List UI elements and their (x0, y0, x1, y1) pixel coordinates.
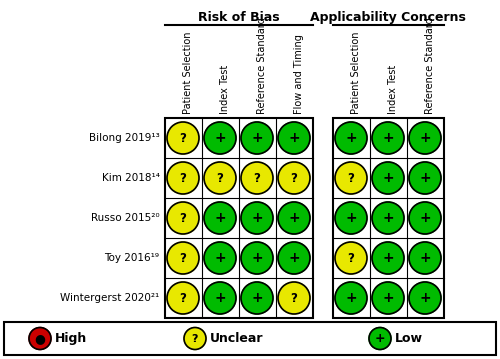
Circle shape (29, 327, 51, 350)
Text: High: High (55, 332, 88, 345)
Text: +: + (382, 131, 394, 145)
Circle shape (335, 282, 367, 314)
Text: +: + (214, 251, 226, 265)
Text: +: + (251, 291, 263, 305)
Text: +: + (214, 291, 226, 305)
Circle shape (409, 162, 441, 194)
Circle shape (335, 242, 367, 274)
Text: Wintergerst 2020²¹: Wintergerst 2020²¹ (60, 293, 160, 303)
Text: +: + (419, 131, 431, 145)
Circle shape (409, 122, 441, 154)
Text: ?: ? (180, 172, 186, 185)
Circle shape (241, 122, 273, 154)
Circle shape (204, 242, 236, 274)
Circle shape (372, 202, 404, 234)
Text: +: + (419, 171, 431, 185)
Text: ?: ? (254, 172, 260, 185)
Text: ?: ? (348, 252, 354, 265)
Text: Low: Low (395, 332, 423, 345)
Text: +: + (251, 131, 263, 145)
Text: Index Test: Index Test (220, 65, 230, 114)
Circle shape (369, 327, 391, 350)
Text: +: + (288, 211, 300, 225)
Circle shape (372, 282, 404, 314)
Circle shape (204, 282, 236, 314)
Text: +: + (288, 131, 300, 145)
Bar (332, 118, 444, 318)
Circle shape (409, 282, 441, 314)
Text: Unclear: Unclear (210, 332, 264, 345)
Text: Reference Standard: Reference Standard (425, 17, 435, 114)
Text: +: + (382, 291, 394, 305)
Text: ●: ● (34, 332, 46, 345)
Text: Applicability Concerns: Applicability Concerns (310, 11, 466, 24)
Circle shape (241, 282, 273, 314)
Text: Flow and Timing: Flow and Timing (294, 34, 304, 114)
Bar (164, 118, 312, 318)
Text: +: + (345, 211, 357, 225)
Text: ?: ? (290, 172, 298, 185)
Circle shape (278, 162, 310, 194)
Circle shape (241, 202, 273, 234)
Text: ?: ? (348, 172, 354, 185)
Circle shape (204, 202, 236, 234)
Text: ?: ? (290, 292, 298, 304)
Text: Toy 2016¹⁹: Toy 2016¹⁹ (104, 253, 160, 263)
Circle shape (335, 122, 367, 154)
Bar (4, 322, 496, 355)
Text: +: + (214, 211, 226, 225)
Circle shape (204, 162, 236, 194)
Circle shape (278, 282, 310, 314)
Circle shape (409, 242, 441, 274)
Text: ?: ? (180, 252, 186, 265)
Text: +: + (419, 211, 431, 225)
Circle shape (372, 242, 404, 274)
Circle shape (278, 202, 310, 234)
Text: +: + (345, 291, 357, 305)
Text: +: + (382, 251, 394, 265)
Text: ?: ? (192, 334, 198, 344)
Circle shape (167, 122, 199, 154)
Text: Reference Standard: Reference Standard (257, 17, 267, 114)
Circle shape (372, 122, 404, 154)
Circle shape (278, 122, 310, 154)
Circle shape (278, 242, 310, 274)
Text: Risk of Bias: Risk of Bias (198, 11, 280, 24)
Circle shape (241, 242, 273, 274)
Circle shape (409, 202, 441, 234)
Text: Russo 2015²⁰: Russo 2015²⁰ (91, 213, 160, 223)
Text: Patient Selection: Patient Selection (183, 32, 193, 114)
Circle shape (167, 282, 199, 314)
Circle shape (184, 327, 206, 350)
Text: +: + (288, 251, 300, 265)
Text: ?: ? (180, 292, 186, 304)
Circle shape (335, 202, 367, 234)
Text: Patient Selection: Patient Selection (351, 32, 361, 114)
Text: +: + (382, 171, 394, 185)
Text: Index Test: Index Test (388, 65, 398, 114)
Circle shape (167, 202, 199, 234)
Circle shape (335, 162, 367, 194)
Text: +: + (419, 291, 431, 305)
Circle shape (167, 242, 199, 274)
Text: +: + (251, 251, 263, 265)
Text: +: + (214, 131, 226, 145)
Text: ?: ? (216, 172, 224, 185)
Text: ?: ? (180, 131, 186, 145)
Text: Kim 2018¹⁴: Kim 2018¹⁴ (102, 173, 160, 183)
Text: +: + (251, 211, 263, 225)
Text: +: + (374, 332, 386, 345)
Text: ?: ? (180, 211, 186, 224)
Text: +: + (382, 211, 394, 225)
Text: +: + (419, 251, 431, 265)
Circle shape (204, 122, 236, 154)
Text: +: + (345, 131, 357, 145)
Circle shape (372, 162, 404, 194)
Circle shape (167, 162, 199, 194)
Text: Bilong 2019¹³: Bilong 2019¹³ (89, 133, 160, 143)
Circle shape (241, 162, 273, 194)
